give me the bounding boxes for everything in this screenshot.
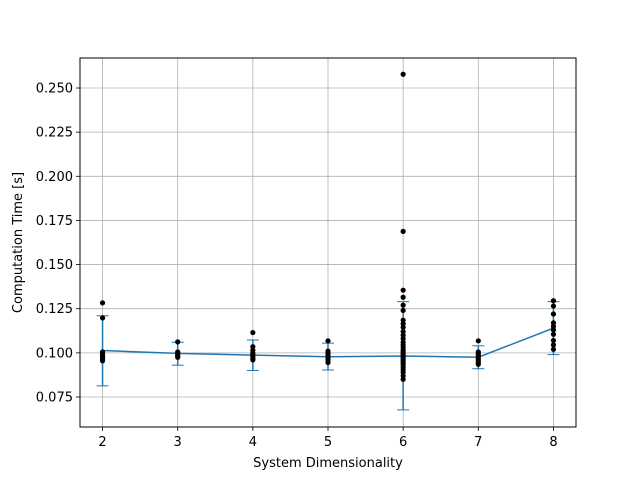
x-tick-label: 4 [249, 435, 257, 450]
sample-points [99, 71, 557, 382]
sample-point [99, 358, 106, 364]
x-tick-label: 7 [474, 435, 482, 450]
sample-point [400, 376, 406, 382]
x-tick-label: 2 [98, 435, 106, 450]
sample-point [475, 361, 481, 367]
y-tick-label: 0.200 [36, 170, 73, 185]
sample-point [99, 315, 106, 321]
sample-point [550, 337, 557, 344]
sample-point [400, 307, 406, 314]
sample-point [175, 354, 181, 360]
sample-point [400, 294, 406, 300]
x-axis-label: System Dimensionality [253, 456, 403, 471]
y-tick-label: 0.100 [36, 346, 73, 361]
x-tick-label: 8 [549, 435, 557, 450]
sample-point [550, 327, 557, 333]
sample-point [550, 342, 557, 348]
sample-point [325, 359, 331, 366]
sample-point [250, 357, 256, 363]
sample-point [325, 338, 331, 344]
sample-point [475, 338, 481, 344]
y-tick-label: 0.075 [36, 390, 73, 405]
sample-point [400, 71, 406, 77]
y-tick-label: 0.250 [36, 82, 73, 97]
x-tick-label: 6 [399, 435, 407, 450]
sample-point [400, 324, 406, 330]
sample-point [400, 302, 406, 308]
y-tick-label: 0.150 [36, 258, 73, 273]
sample-point [550, 346, 557, 352]
sample-point [550, 311, 557, 317]
sample-point [550, 303, 557, 309]
y-axis-label: Computation Time [s] [11, 172, 26, 313]
y-tick-label: 0.125 [36, 302, 73, 317]
y-tick-label: 0.225 [36, 126, 73, 141]
sample-point [175, 339, 181, 345]
sample-point [550, 331, 557, 337]
x-tick-label: 3 [174, 435, 182, 450]
sample-point [550, 298, 557, 304]
sample-point [400, 228, 406, 234]
ticks: 2 3 4 5 6 7 8 0.075 0.100 0.125 0.150 0.175 0.200 0.2… [36, 82, 558, 450]
grid [80, 58, 576, 427]
sample-point [99, 300, 106, 306]
x-tick-label: 5 [324, 435, 332, 450]
sample-point [400, 287, 406, 293]
y-tick-label: 0.175 [36, 214, 73, 229]
sample-point [250, 329, 256, 336]
